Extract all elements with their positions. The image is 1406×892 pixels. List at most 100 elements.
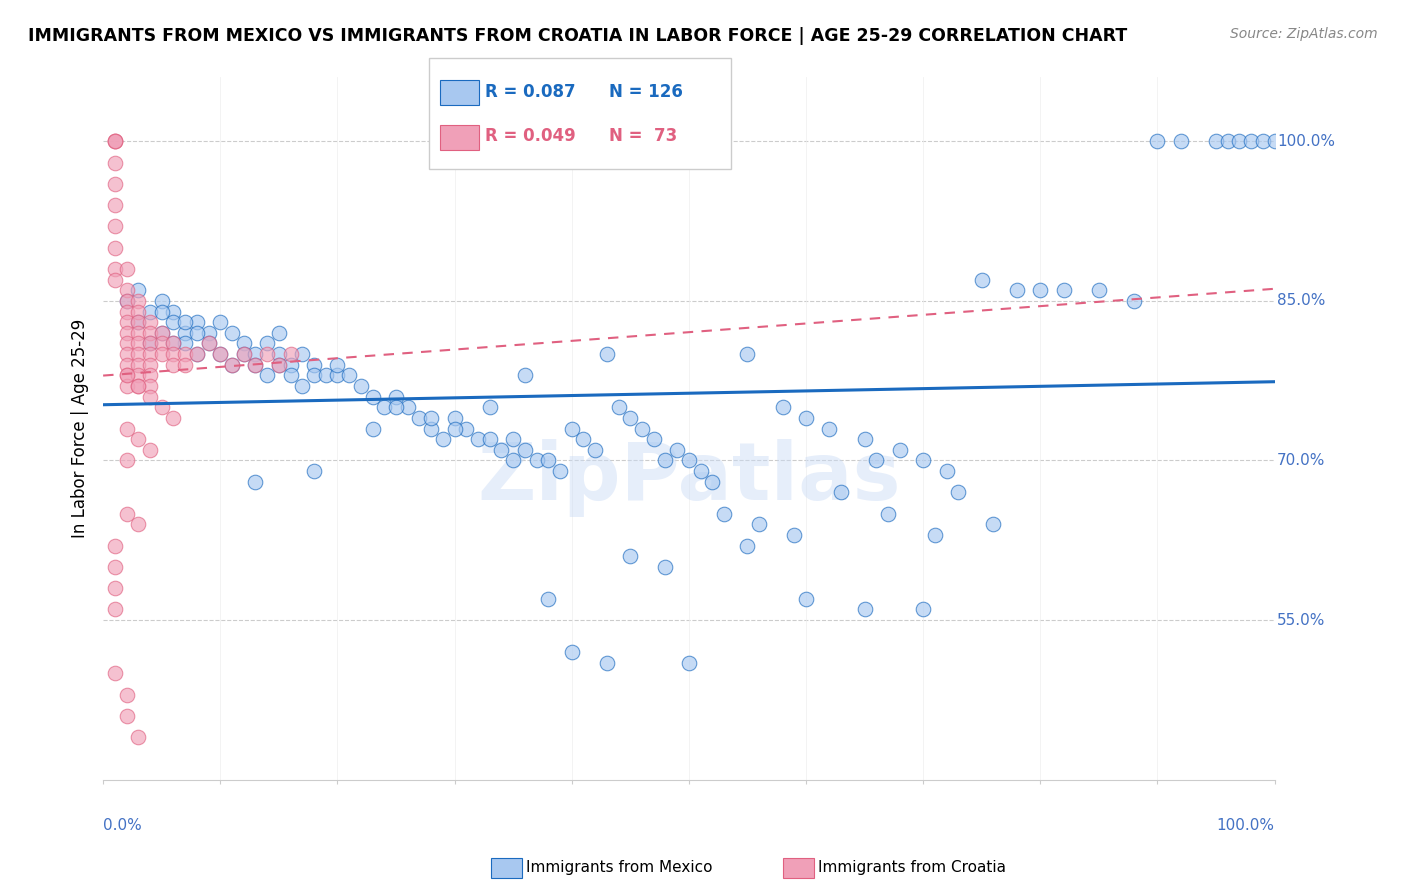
Point xyxy=(385,390,408,404)
Point xyxy=(619,549,641,564)
Point xyxy=(256,347,278,361)
Point xyxy=(139,379,162,393)
Point xyxy=(643,432,665,446)
Point xyxy=(127,517,149,532)
Point xyxy=(702,475,724,489)
Point xyxy=(912,453,935,467)
Point xyxy=(174,326,197,340)
Point xyxy=(478,401,501,415)
Point xyxy=(783,528,806,542)
Point xyxy=(115,358,138,372)
Point xyxy=(1029,283,1052,297)
Point xyxy=(654,453,676,467)
Point xyxy=(280,347,302,361)
Point xyxy=(115,688,138,702)
Point xyxy=(1216,134,1239,148)
Point xyxy=(280,358,302,372)
Point xyxy=(583,442,606,457)
Point xyxy=(924,528,946,542)
Point xyxy=(889,442,911,457)
Text: N =  73: N = 73 xyxy=(609,128,678,145)
Point xyxy=(713,507,735,521)
Point xyxy=(162,347,184,361)
Text: Immigrants from Mexico: Immigrants from Mexico xyxy=(526,861,713,875)
Point xyxy=(245,475,267,489)
Point xyxy=(150,401,173,415)
Point xyxy=(772,401,794,415)
Point xyxy=(104,198,127,212)
Point xyxy=(361,390,384,404)
Point xyxy=(139,368,162,383)
Point xyxy=(361,421,384,435)
Point xyxy=(678,656,700,670)
Point xyxy=(127,358,149,372)
Point xyxy=(408,410,430,425)
Point xyxy=(818,421,841,435)
Point xyxy=(561,421,583,435)
Point xyxy=(678,453,700,467)
Point xyxy=(280,368,302,383)
Point xyxy=(115,379,138,393)
Point xyxy=(337,368,360,383)
Point xyxy=(115,507,138,521)
Point xyxy=(139,315,162,329)
Point xyxy=(970,272,993,286)
Point xyxy=(291,347,314,361)
Point xyxy=(689,464,711,478)
Point xyxy=(232,336,254,351)
Text: N = 126: N = 126 xyxy=(609,83,683,101)
Point xyxy=(432,432,454,446)
Point xyxy=(186,347,208,361)
Point xyxy=(104,134,127,148)
Point xyxy=(502,432,524,446)
Point xyxy=(830,485,852,500)
Text: 0.0%: 0.0% xyxy=(103,818,142,833)
Point xyxy=(162,410,184,425)
Point xyxy=(1251,134,1274,148)
Point xyxy=(139,336,162,351)
Point xyxy=(127,315,149,329)
Point xyxy=(1088,283,1111,297)
Point xyxy=(326,358,349,372)
Text: 55.0%: 55.0% xyxy=(1277,613,1326,628)
Point xyxy=(127,730,149,744)
Point xyxy=(221,326,243,340)
Point xyxy=(654,559,676,574)
Point xyxy=(186,315,208,329)
Point xyxy=(127,368,149,383)
Text: 85.0%: 85.0% xyxy=(1277,293,1326,309)
Point xyxy=(127,283,149,297)
Point xyxy=(150,347,173,361)
Point xyxy=(420,410,443,425)
Point xyxy=(139,326,162,340)
Point xyxy=(420,421,443,435)
Point xyxy=(127,336,149,351)
Point xyxy=(115,453,138,467)
Point xyxy=(115,262,138,277)
Text: 100.0%: 100.0% xyxy=(1277,134,1334,149)
Y-axis label: In Labor Force | Age 25-29: In Labor Force | Age 25-29 xyxy=(72,319,89,538)
Point xyxy=(302,464,325,478)
Point xyxy=(502,453,524,467)
Point xyxy=(104,666,127,681)
Point xyxy=(221,358,243,372)
Point xyxy=(104,602,127,616)
Point xyxy=(197,326,219,340)
Point xyxy=(115,283,138,297)
Point xyxy=(127,304,149,318)
Point xyxy=(115,368,138,383)
Point xyxy=(115,336,138,351)
Point xyxy=(104,581,127,595)
Text: R = 0.049: R = 0.049 xyxy=(485,128,576,145)
Point xyxy=(737,347,759,361)
Point xyxy=(853,432,876,446)
Point xyxy=(596,347,619,361)
Point xyxy=(537,591,560,606)
Point xyxy=(1229,134,1251,148)
Point xyxy=(513,442,536,457)
Point xyxy=(548,464,571,478)
Point xyxy=(115,304,138,318)
Point xyxy=(127,315,149,329)
Point xyxy=(127,326,149,340)
Point xyxy=(115,293,138,308)
